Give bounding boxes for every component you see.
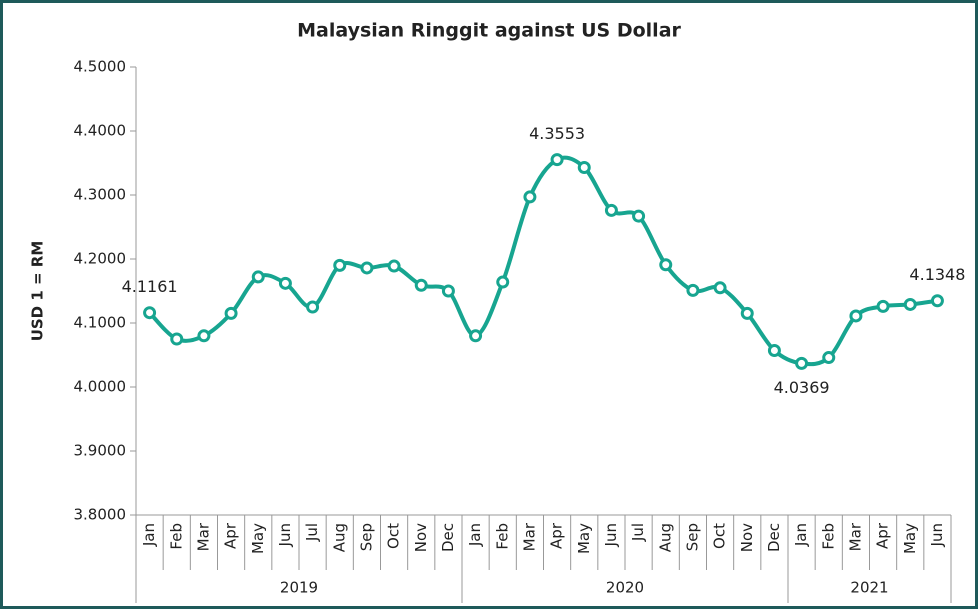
x-tick-label: Jun <box>602 523 620 547</box>
x-tick-label: Mar <box>846 522 864 551</box>
x-tick-label: Apr <box>548 522 566 549</box>
data-label: 4.1161 <box>122 277 178 296</box>
y-tick-label: 3.9000 <box>74 442 127 460</box>
data-label: 4.3553 <box>529 124 585 143</box>
y-tick-label: 4.0000 <box>74 378 127 396</box>
data-point <box>577 160 591 174</box>
x-tick-label: Jan <box>792 523 810 547</box>
data-point <box>849 309 863 323</box>
group-label: 2021 <box>850 579 888 597</box>
data-point <box>659 258 673 272</box>
y-tick-label: 4.3000 <box>74 186 127 204</box>
x-tick-label: Jul <box>629 523 647 542</box>
x-tick-label: Dec <box>765 523 783 552</box>
data-point <box>795 356 809 370</box>
x-tick-label: May <box>249 523 267 554</box>
data-point <box>306 300 320 314</box>
y-tick-label: 4.1000 <box>74 314 127 332</box>
x-tick-label: Jun <box>928 523 946 547</box>
data-label: 4.1348 <box>909 265 965 284</box>
x-tick-label: Aug <box>656 523 674 552</box>
data-point <box>632 209 646 223</box>
x-tick-label: Apr <box>874 522 892 549</box>
data-point <box>387 259 401 273</box>
data-point <box>333 258 347 272</box>
data-point <box>143 306 157 320</box>
x-tick-label: Dec <box>439 523 457 552</box>
group-label: 2020 <box>606 579 644 597</box>
x-tick-label: Feb <box>493 523 511 550</box>
data-point <box>876 299 890 313</box>
x-tick-label: Jun <box>276 523 294 547</box>
y-axis-label: USD 1 = RM <box>29 241 47 342</box>
data-point <box>550 153 564 167</box>
data-point <box>686 283 700 297</box>
data-point <box>278 276 292 290</box>
data-point <box>930 294 944 308</box>
group-label: 2019 <box>280 579 318 597</box>
x-tick-label: Mar <box>194 522 212 551</box>
data-point <box>224 306 238 320</box>
x-tick-label: Nov <box>412 523 430 552</box>
data-label: 4.0369 <box>774 378 830 397</box>
data-point <box>604 203 618 217</box>
chart-title: Malaysian Ringgit against US Dollar <box>297 20 681 42</box>
y-tick-label: 3.8000 <box>74 506 127 524</box>
x-tick-label: Aug <box>330 523 348 552</box>
data-point <box>496 275 510 289</box>
x-tick-label: Nov <box>738 523 756 552</box>
x-tick-label: Sep <box>683 523 701 551</box>
data-point <box>251 270 265 284</box>
data-point <box>170 332 184 346</box>
data-point <box>469 329 483 343</box>
data-point <box>197 329 211 343</box>
y-tick-label: 4.2000 <box>74 250 127 268</box>
x-tick-label: Jan <box>140 523 158 547</box>
y-tick-label: 4.5000 <box>74 58 127 76</box>
x-tick-label: Jul <box>303 523 321 542</box>
data-point <box>523 190 537 204</box>
data-point <box>414 278 428 292</box>
x-tick-label: Sep <box>357 523 375 551</box>
x-tick-label: Feb <box>819 523 837 550</box>
data-point <box>822 351 836 365</box>
data-point <box>713 281 727 295</box>
x-tick-label: Oct <box>385 523 403 549</box>
x-tick-label: Feb <box>167 523 185 550</box>
x-tick-label: Jan <box>466 523 484 547</box>
data-point <box>767 344 781 358</box>
x-tick-label: Mar <box>520 522 538 551</box>
y-tick-label: 4.4000 <box>74 122 127 140</box>
data-point <box>903 297 917 311</box>
data-point <box>360 261 374 275</box>
x-tick-label: May <box>901 523 919 554</box>
x-tick-label: Oct <box>711 523 729 549</box>
x-tick-label: May <box>575 523 593 554</box>
data-point <box>441 284 455 298</box>
x-tick-label: Apr <box>222 522 240 549</box>
data-point <box>740 306 754 320</box>
